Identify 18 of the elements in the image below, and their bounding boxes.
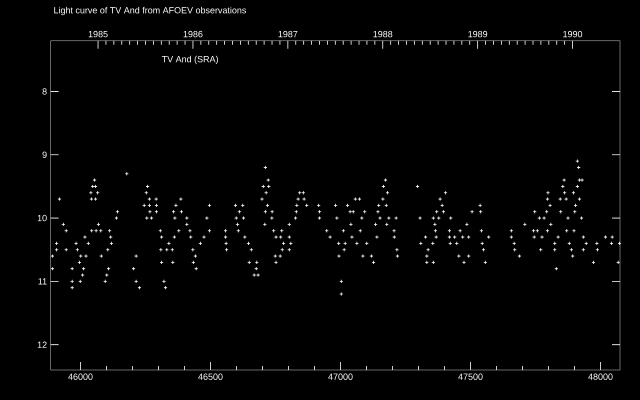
chart-title: Light curve of TV And from AFOEV observations xyxy=(54,6,246,16)
y-tick-label: 9 xyxy=(42,152,47,158)
x2-tick-label: 1988 xyxy=(373,30,392,38)
x2-tick-label: 1985 xyxy=(88,30,108,38)
annotation: TV And (SRA) xyxy=(162,56,218,64)
y-tick-label: 11 xyxy=(38,278,47,284)
y-tick-label: 10 xyxy=(38,214,47,222)
x-tick-label: 48000 xyxy=(588,374,613,380)
x-tick-label: 46500 xyxy=(198,374,223,380)
x2-tick-label: 1986 xyxy=(184,30,203,38)
y-tick-label: 8 xyxy=(42,88,47,95)
x-tick-label: 46000 xyxy=(68,374,93,380)
x-tick-label: 47000 xyxy=(328,374,353,380)
x2-tick-label: 1990 xyxy=(563,30,582,38)
x-tick-label: 47500 xyxy=(458,374,483,380)
y-tick-label: 12 xyxy=(38,342,47,348)
x2-tick-label: 1987 xyxy=(278,30,298,38)
x2-tick-label: 1989 xyxy=(468,30,488,38)
